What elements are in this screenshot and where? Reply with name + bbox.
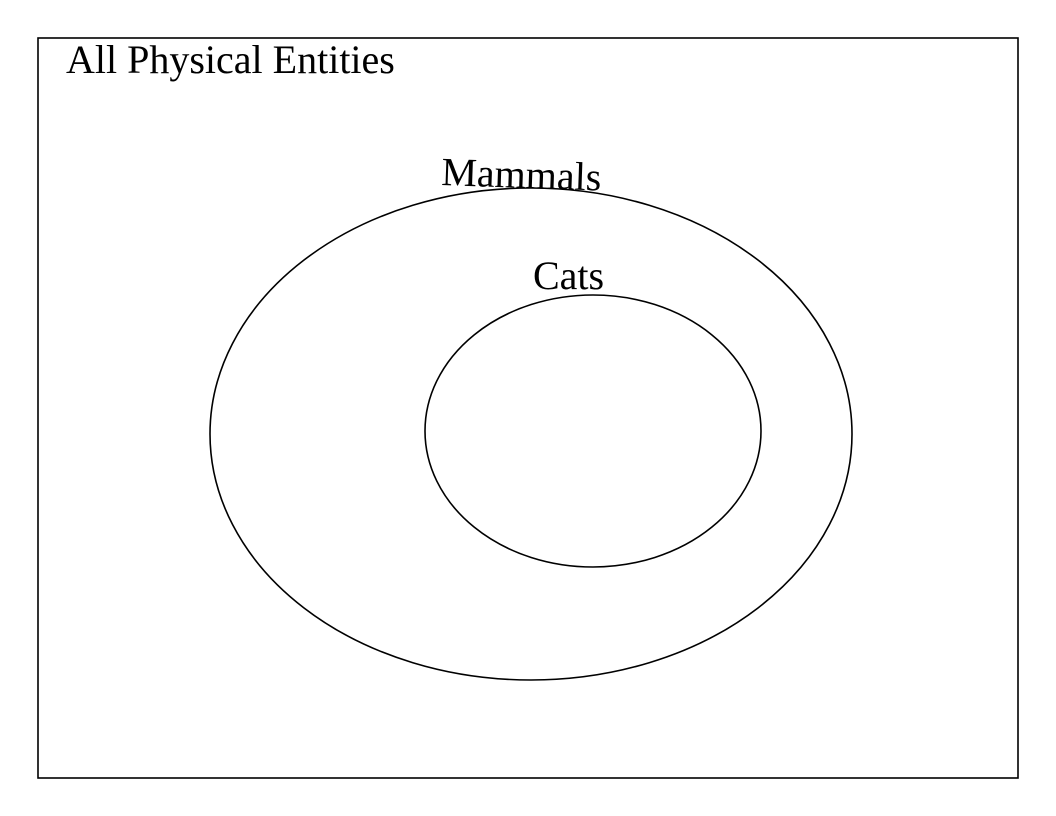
mammals-set-ellipse (209, 187, 853, 681)
cats-set-label: Cats (533, 253, 604, 298)
universe-boundary (37, 37, 1019, 779)
mammals-set-label: Mammals (441, 149, 602, 200)
universe-label: All Physical Entities (66, 37, 395, 82)
cats-set-ellipse (424, 294, 762, 568)
